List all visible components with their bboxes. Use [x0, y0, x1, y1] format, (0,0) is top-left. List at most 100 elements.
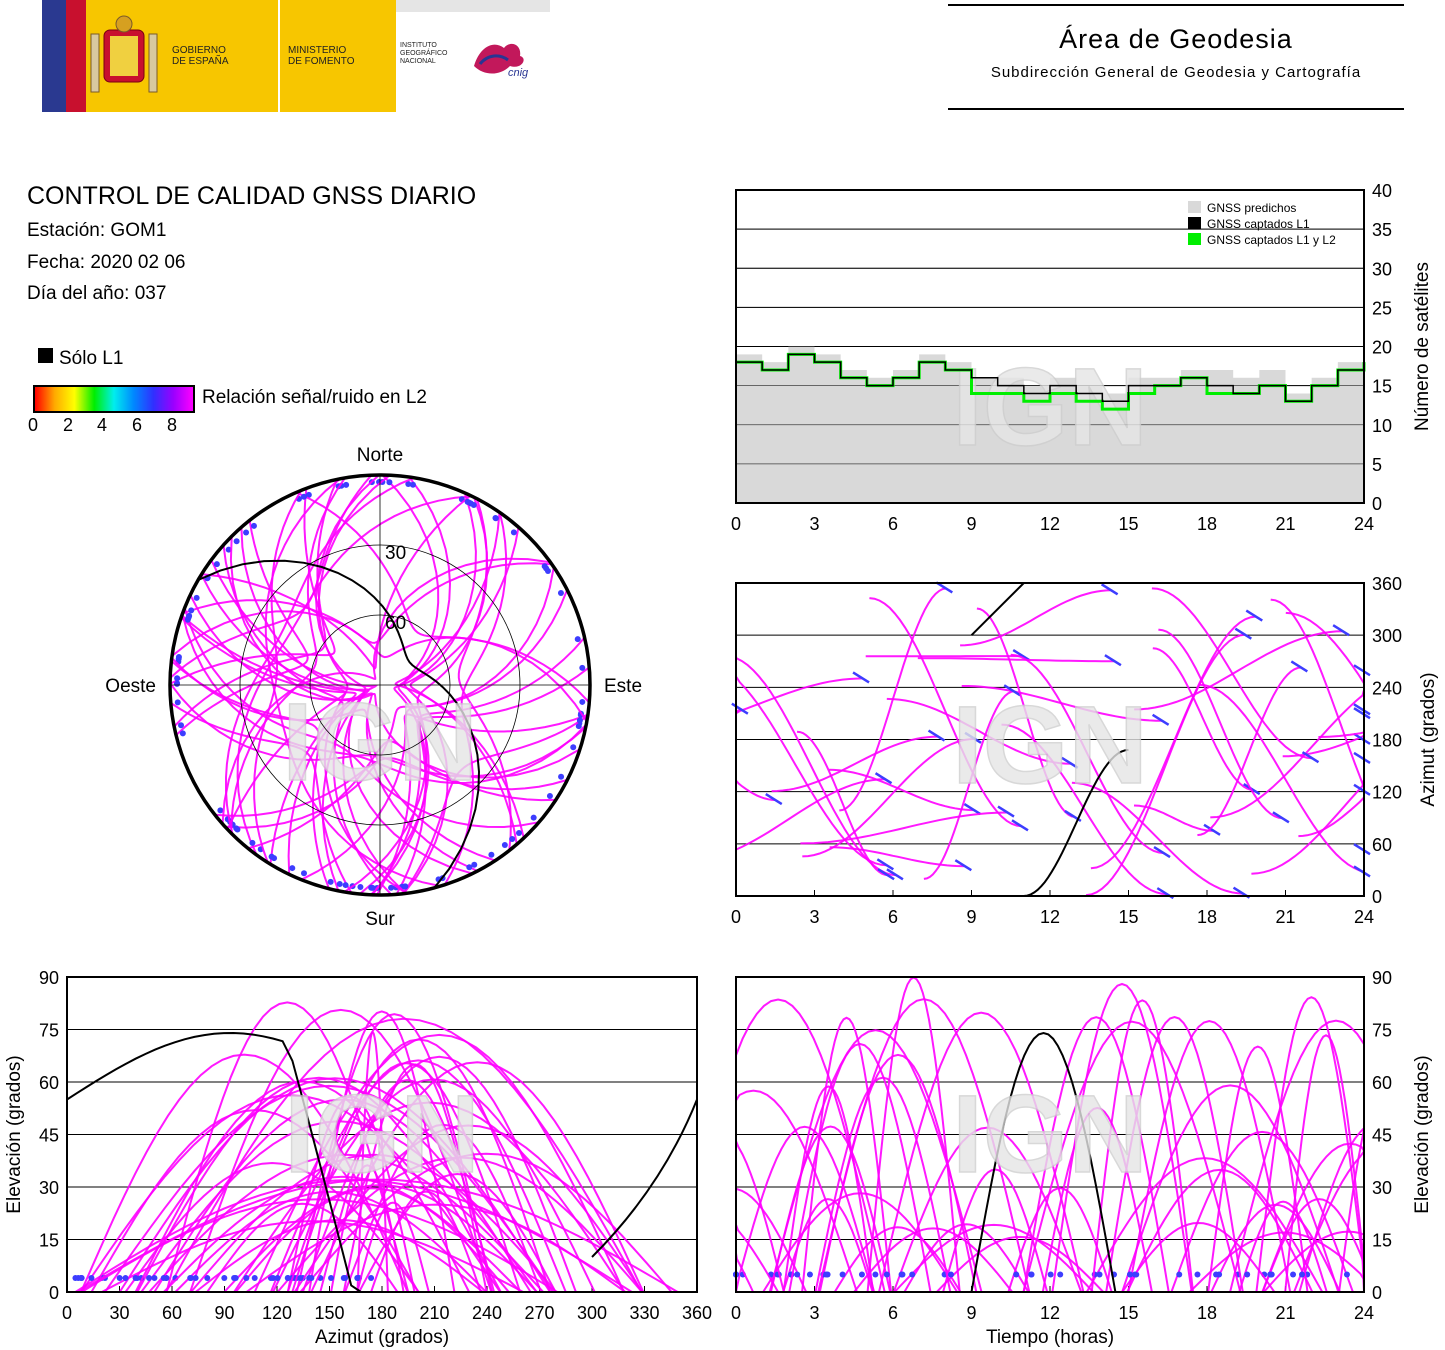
- snr-tick: 2: [63, 415, 74, 435]
- snr-label: Relación señal/ruido en L2: [202, 387, 427, 408]
- elevation-label-30: 30: [385, 543, 406, 564]
- low-snr-point: [470, 501, 477, 508]
- ign-watermark: IGN: [952, 346, 1148, 469]
- satellite-track: [169, 682, 587, 778]
- legend-entry: GNSS captados L1 y L2: [1207, 233, 1336, 247]
- y-tick-label: 15: [1372, 1231, 1392, 1251]
- elevation-time-track: [782, 1085, 875, 1293]
- low-snr-point: [192, 1275, 199, 1281]
- low-snr-point: [579, 664, 586, 671]
- low-snr-segment: [877, 868, 895, 881]
- x-tick-label: 6: [888, 907, 898, 927]
- satellite-track: [225, 476, 415, 835]
- low-snr-point: [1244, 1271, 1251, 1278]
- low-snr-point: [1096, 1271, 1103, 1278]
- y-tick-label: 60: [39, 1073, 59, 1093]
- doy-label: Día del año: 037: [27, 283, 167, 304]
- elevation-time-track: [1126, 1168, 1314, 1293]
- solo-l1-label: Sólo L1: [59, 348, 124, 369]
- low-snr-point: [1127, 1271, 1134, 1278]
- low-snr-point: [574, 636, 581, 643]
- low-snr-point: [466, 864, 473, 871]
- elevation-track: [90, 1109, 420, 1293]
- elevation-track: [286, 1038, 551, 1293]
- elevation-time-track: [801, 1016, 892, 1293]
- low-snr-segment: [964, 731, 982, 744]
- azimuth-track: [1270, 598, 1365, 851]
- azimuth-track: [923, 690, 1015, 880]
- low-snr-segment: [927, 729, 946, 742]
- azimuth-track: [735, 663, 888, 867]
- satellite-track: [314, 474, 473, 875]
- low-snr-point: [557, 589, 564, 596]
- low-snr-segment: [1245, 609, 1263, 622]
- station-label: Estación: GOM1: [27, 220, 167, 241]
- azimuth-track: [771, 735, 939, 793]
- l1-only-elevation-track: [66, 1031, 362, 1293]
- low-snr-point: [1028, 1271, 1035, 1278]
- x-tick-label: 0: [731, 907, 741, 927]
- x-tick-label: 12: [1040, 514, 1060, 534]
- low-snr-point: [530, 814, 537, 821]
- satellite-track: [221, 557, 551, 824]
- horizon-circle: [168, 473, 592, 897]
- plot-frame: [735, 976, 1365, 1293]
- x-tick-label: 3: [809, 907, 819, 927]
- l1-only-elevation-time-track: [970, 1031, 1117, 1293]
- y-tick-label: 360: [1372, 574, 1402, 594]
- elevation-track: [190, 1153, 557, 1293]
- low-snr-point: [899, 1271, 906, 1278]
- x-tick-label: 60: [162, 1303, 182, 1323]
- azimuth-track: [829, 768, 975, 812]
- low-snr-point: [579, 698, 586, 705]
- satellite-track: [253, 489, 303, 863]
- x-tick-label: 0: [731, 514, 741, 534]
- elevation-track: [245, 1203, 626, 1293]
- low-snr-point: [243, 1275, 250, 1281]
- y-tick-label: 0: [1372, 1283, 1382, 1303]
- low-snr-point: [509, 836, 516, 843]
- low-snr-segment: [876, 858, 894, 871]
- low-snr-point: [402, 883, 409, 890]
- low-snr-point: [308, 1275, 315, 1281]
- elevation-track: [80, 1053, 409, 1293]
- low-snr-point: [225, 546, 232, 553]
- elevation-track: [293, 1124, 643, 1293]
- low-snr-point: [342, 882, 349, 889]
- y-tick-label: 5: [1372, 455, 1382, 475]
- low-snr-segment: [1011, 819, 1029, 832]
- satellite-track: [180, 616, 357, 865]
- satellite-count-chart: 0 5 10 15 20 25 30 35 40 0 3 6 9 12 15 18 21 24 IGN GNSS pr…: [731, 181, 1433, 534]
- satellite-track: [171, 610, 588, 723]
- y-tick-label: 240: [1372, 678, 1402, 698]
- ministerio-text: MINISTERIO DE FOMENTO: [288, 45, 355, 67]
- low-snr-point: [234, 826, 241, 833]
- elevation-track: [301, 1055, 577, 1293]
- satellite-track: [181, 613, 587, 785]
- elevation-time-track: [1105, 1015, 1244, 1293]
- l1-only-track: [197, 559, 481, 889]
- x-tick-label: 9: [966, 907, 976, 927]
- low-snr-segment: [963, 803, 982, 816]
- low-snr-segment: [1012, 649, 1030, 662]
- y-tick-label: 0: [1372, 887, 1382, 907]
- plot-frame: [735, 189, 1365, 504]
- low-snr-point: [794, 1271, 801, 1278]
- x-tick-label: 3: [809, 1303, 819, 1323]
- low-snr-point: [1176, 1271, 1183, 1278]
- low-snr-point: [1194, 1271, 1201, 1278]
- satellite-track: [183, 607, 540, 829]
- y-tick-label: 60: [1372, 835, 1392, 855]
- low-snr-point: [88, 1275, 95, 1281]
- low-snr-point: [823, 1271, 830, 1278]
- satellite-track: [229, 536, 581, 779]
- solo-l1-swatch: [38, 348, 53, 363]
- low-snr-point: [327, 878, 334, 885]
- satellite-track: [401, 715, 589, 895]
- azimuth-track: [1152, 647, 1254, 791]
- satellite-track: [457, 498, 512, 851]
- azimuth-track: [735, 734, 776, 801]
- x-tick-label: 240: [472, 1303, 502, 1323]
- low-snr-point: [471, 861, 478, 868]
- elevation-track: [234, 1187, 510, 1293]
